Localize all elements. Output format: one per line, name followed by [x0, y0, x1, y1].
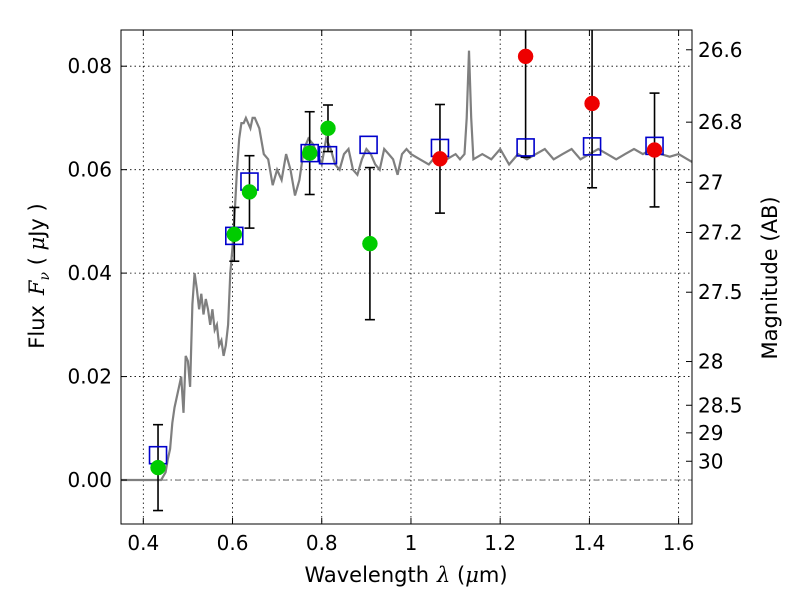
x-axis-ticks: 0.4 0.6 0.8 1 1.2 1.4 1.6 — [127, 30, 695, 555]
y-axis-label-nu: ν — [37, 271, 53, 280]
y-axis-label-text: Flux — [25, 305, 49, 349]
plot-frame — [120, 29, 693, 525]
error-bars — [153, 30, 660, 512]
observed-points — [150, 48, 663, 476]
x-axis-label: Wavelength λ (μm) — [304, 563, 507, 587]
magnitude-tick-label: 30 — [698, 449, 723, 473]
x-axis-label-unit-open: ( — [450, 563, 465, 587]
data-point-green — [241, 184, 258, 200]
y-tick-label: 0.04 — [67, 261, 112, 285]
model-point — [359, 135, 378, 155]
y-axis-label-unit-open: ( — [25, 250, 49, 272]
data-point-green — [301, 145, 318, 161]
model-point — [582, 137, 602, 156]
plot-area — [121, 30, 693, 512]
x-tick-label: 1 — [405, 531, 418, 555]
magnitude-tick-label: 29 — [698, 421, 723, 445]
grid-lines — [121, 30, 692, 524]
data-point-red — [584, 95, 600, 112]
magnitude-tick-label: 26.6 — [698, 38, 743, 62]
model-points — [148, 135, 664, 465]
magnitude-tick-label: 27.2 — [698, 220, 743, 244]
y-axis-ticks: 0.00 0.02 0.04 0.06 0.08 — [67, 54, 127, 492]
y-tick-label: 0.06 — [67, 158, 112, 182]
y-tick-label: 0.08 — [67, 54, 112, 78]
y-axis-label-F: F — [25, 279, 49, 296]
y-axis-label-unit-mu: μ — [25, 237, 49, 251]
x-tick-label: 1.2 — [484, 531, 516, 555]
data-point-green — [150, 459, 166, 476]
magnitude-axis-label: Magnitude (AB) — [758, 196, 782, 359]
magnitude-tick-label: 26.8 — [698, 110, 743, 134]
sed-curve — [121, 50, 693, 482]
magnitude-axis-ticks: 26.6 26.8 27 27.2 27.5 28 28.5 29 30 — [686, 38, 743, 473]
data-point-green — [362, 235, 378, 252]
x-axis-label-unit-close: m) — [479, 563, 508, 587]
model-point — [300, 143, 319, 163]
y-tick-label: 0.02 — [67, 365, 112, 389]
data-point-red — [646, 142, 663, 158]
x-tick-label: 0.8 — [306, 531, 338, 555]
data-point-green — [320, 120, 336, 137]
y-tick-label: 0.00 — [67, 468, 112, 492]
model-point — [516, 138, 535, 157]
x-axis-label-unit-mu: μ — [465, 563, 479, 587]
magnitude-tick-label: 28 — [698, 350, 723, 374]
magnitude-tick-label: 27.5 — [698, 280, 743, 304]
x-axis-label-lambda: λ — [436, 563, 450, 587]
x-tick-label: 0.4 — [127, 531, 159, 555]
y-axis-label: Flux Fν ( μJy ) — [25, 203, 53, 348]
magnitude-tick-label: 27 — [698, 170, 723, 194]
data-point-green — [226, 226, 243, 243]
data-point-red — [432, 151, 448, 167]
magnitude-tick-label: 28.5 — [698, 393, 743, 417]
x-tick-label: 1.4 — [573, 531, 605, 555]
model-point — [318, 145, 338, 165]
data-point-red — [517, 48, 534, 65]
y-axis-label-unit-close: Jy ) — [25, 203, 49, 239]
x-axis-label-text: Wavelength — [304, 563, 429, 587]
x-tick-label: 1.6 — [663, 531, 695, 555]
x-tick-label: 0.6 — [217, 531, 249, 555]
